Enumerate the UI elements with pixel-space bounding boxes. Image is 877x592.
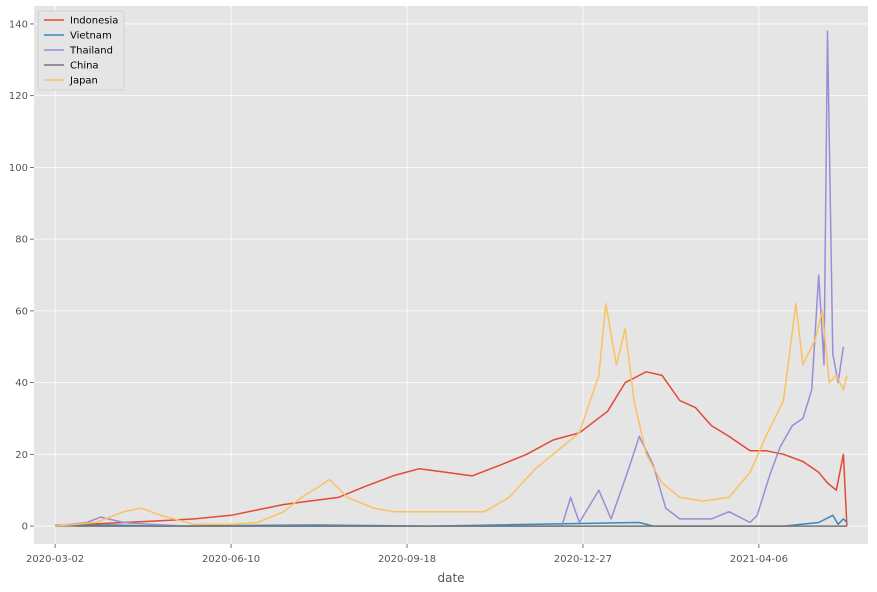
x-tick-label: 2020-09-18 — [378, 554, 436, 565]
series-line-china — [55, 524, 847, 527]
x-tick-label: 2021-04-06 — [730, 554, 788, 565]
y-tick-label: 0 — [22, 522, 28, 533]
legend-label-thailand: Thailand — [69, 46, 113, 57]
x-axis-label: date — [437, 571, 464, 585]
y-tick-label: 60 — [15, 306, 28, 317]
y-tick-label: 120 — [9, 91, 28, 102]
y-tick-label: 20 — [15, 450, 28, 461]
series-line-indonesia — [55, 371, 848, 527]
x-tick-label: 2020-03-02 — [26, 554, 84, 565]
series-group — [55, 30, 848, 527]
legend-box — [37, 10, 125, 91]
y-tick-label: 140 — [9, 19, 28, 30]
legend-label-china: China — [70, 61, 99, 72]
y-tick-label: 100 — [9, 163, 28, 174]
x-tick-label: 2020-12-27 — [554, 554, 612, 565]
x-axis-ticks: 2020-03-02 2020-06-10 2020-09-18 2020-12-27… — [26, 544, 788, 565]
plot-area — [34, 6, 868, 544]
x-tick-label: 2020-06-10 — [202, 554, 260, 565]
grid — [34, 6, 868, 544]
legend: Indonesia Vietnam Thailand China Japan — [37, 10, 125, 91]
y-tick-label: 40 — [15, 378, 28, 389]
y-axis-ticks: 0 20 40 60 80 100 120 140 — [9, 19, 34, 533]
legend-label-vietnam: Vietnam — [70, 31, 112, 42]
legend-label-japan: Japan — [69, 76, 98, 87]
series-line-japan — [55, 302, 848, 527]
y-tick-label: 80 — [15, 235, 28, 246]
legend-label-indonesia: Indonesia — [70, 16, 118, 27]
